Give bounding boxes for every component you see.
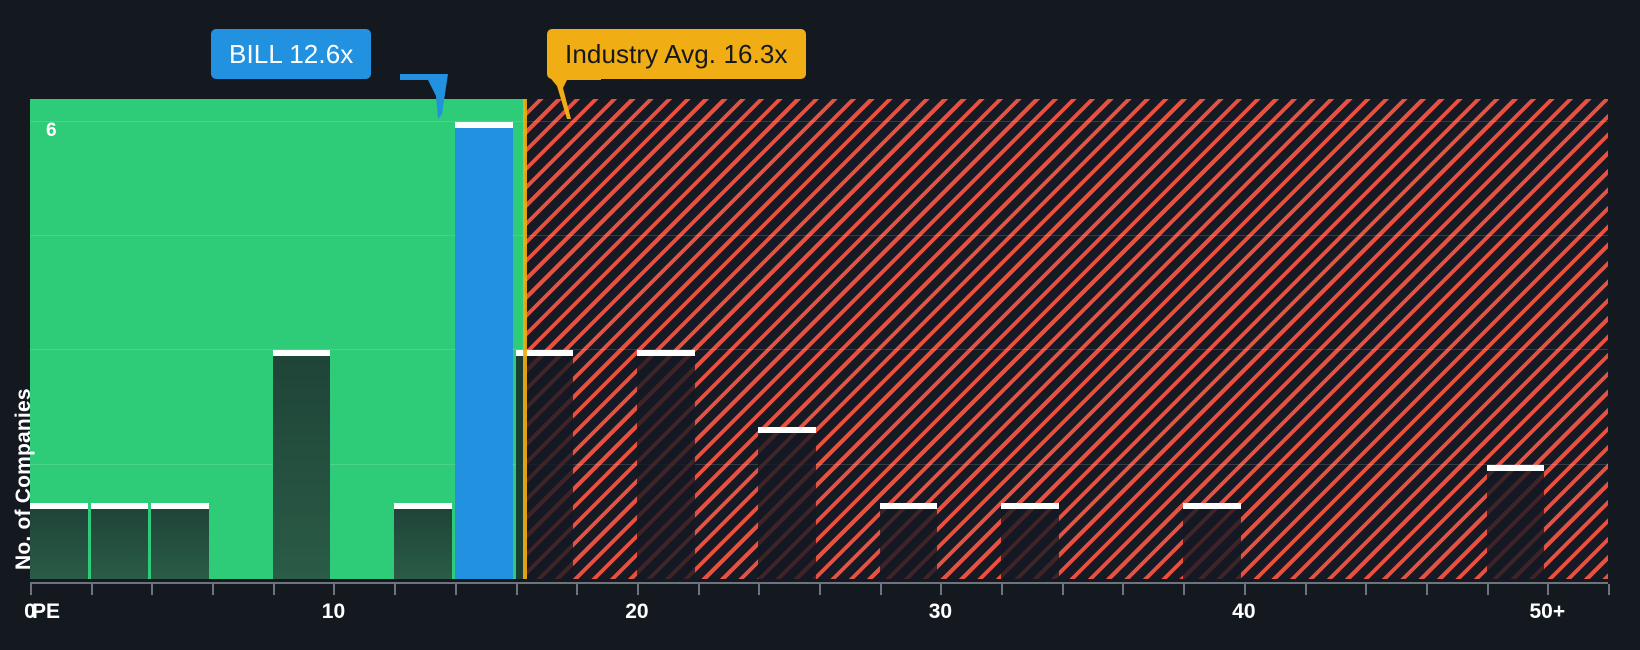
bar-body xyxy=(636,356,695,579)
bar-cap xyxy=(394,502,452,509)
bar-body xyxy=(1001,508,1059,579)
bar-cap xyxy=(879,502,938,509)
x-axis-tick xyxy=(272,584,275,595)
x-axis-tick xyxy=(1365,584,1368,595)
x-axis-tick xyxy=(30,584,32,595)
bar[interactable] xyxy=(879,502,938,579)
bar-cap xyxy=(758,426,816,433)
bar-cap xyxy=(272,350,331,357)
bill-callout-label: BILL 12.6x xyxy=(229,38,354,69)
x-axis-tick xyxy=(576,584,579,595)
bar-body xyxy=(1183,508,1241,579)
bar[interactable] xyxy=(1183,502,1241,579)
x-axis-tick xyxy=(1425,584,1428,595)
bar[interactable] xyxy=(758,426,816,579)
x-axis-tick xyxy=(515,584,518,595)
industry-average-callout-label: Industry Avg. 16.3x xyxy=(565,38,788,69)
x-axis-tick-label: 10 xyxy=(321,600,346,623)
bar-body xyxy=(1486,470,1545,579)
bar[interactable] xyxy=(90,502,149,579)
x-axis-tick xyxy=(90,584,93,595)
bar[interactable] xyxy=(272,350,331,579)
bar[interactable] xyxy=(30,502,88,579)
x-axis-tick xyxy=(697,584,700,595)
bar-cap xyxy=(515,350,574,357)
x-axis-tick xyxy=(151,584,154,595)
x-axis-tick xyxy=(636,584,639,595)
y-axis-tick-label-top: 6 xyxy=(46,120,57,141)
x-axis-tick-label: 40 xyxy=(1232,600,1256,623)
x-axis-tick xyxy=(758,584,761,595)
zone-expensive xyxy=(524,99,1608,579)
bar-body xyxy=(272,356,331,579)
bar-body xyxy=(879,508,938,579)
bar-cap xyxy=(151,502,210,509)
bar[interactable] xyxy=(636,350,695,579)
bill-callout[interactable]: BILL 12.6x xyxy=(211,29,372,79)
plot-area xyxy=(30,99,1608,579)
x-axis-tick xyxy=(940,584,943,595)
bar[interactable] xyxy=(1486,464,1545,579)
x-axis-tick-label: 0 xyxy=(24,600,36,623)
x-axis-tick xyxy=(1001,584,1004,595)
x-axis-tick xyxy=(819,584,821,595)
x-axis-tick xyxy=(1608,584,1610,595)
x-axis-tick xyxy=(1122,584,1125,595)
bar-body xyxy=(30,508,88,579)
x-axis-line xyxy=(30,582,1608,584)
bar-highlighted[interactable] xyxy=(454,121,513,579)
bar-body xyxy=(758,432,816,579)
x-axis-tick xyxy=(212,584,215,595)
y-axis-title: No. of Companies xyxy=(12,388,35,570)
bar-cap xyxy=(90,502,149,509)
x-axis-tick xyxy=(879,584,882,595)
industry-average-callout[interactable]: Industry Avg. 16.3x xyxy=(547,29,806,79)
bar[interactable] xyxy=(1001,502,1059,579)
x-axis-tick xyxy=(1547,584,1550,595)
bar-cap xyxy=(1183,502,1241,509)
bar[interactable] xyxy=(394,502,452,579)
bar-cap xyxy=(454,121,513,128)
bar-body xyxy=(454,127,513,579)
bar-body xyxy=(394,508,452,579)
x-axis-tick xyxy=(394,584,397,595)
x-axis-tick xyxy=(1486,584,1489,595)
x-axis-title: PE xyxy=(32,600,61,623)
bar-body xyxy=(90,508,149,579)
x-axis-tick-label: 30 xyxy=(928,600,953,623)
industry-average-line xyxy=(522,99,527,579)
x-axis-tick xyxy=(1061,584,1064,595)
bar-cap xyxy=(30,502,88,509)
bar-body xyxy=(151,508,210,579)
x-axis-tick xyxy=(1304,584,1307,595)
x-axis-tick xyxy=(1243,584,1246,595)
x-axis-tick xyxy=(1183,584,1186,595)
x-axis-tick xyxy=(454,584,457,595)
x-axis-tick xyxy=(333,584,336,595)
x-axis-tick-label: 20 xyxy=(625,600,649,623)
bar-cap xyxy=(1486,464,1545,471)
bar-cap xyxy=(1001,502,1059,509)
x-axis-tick-label: 50+ xyxy=(1529,600,1566,623)
bar[interactable] xyxy=(151,502,210,579)
bar-cap xyxy=(636,350,695,357)
